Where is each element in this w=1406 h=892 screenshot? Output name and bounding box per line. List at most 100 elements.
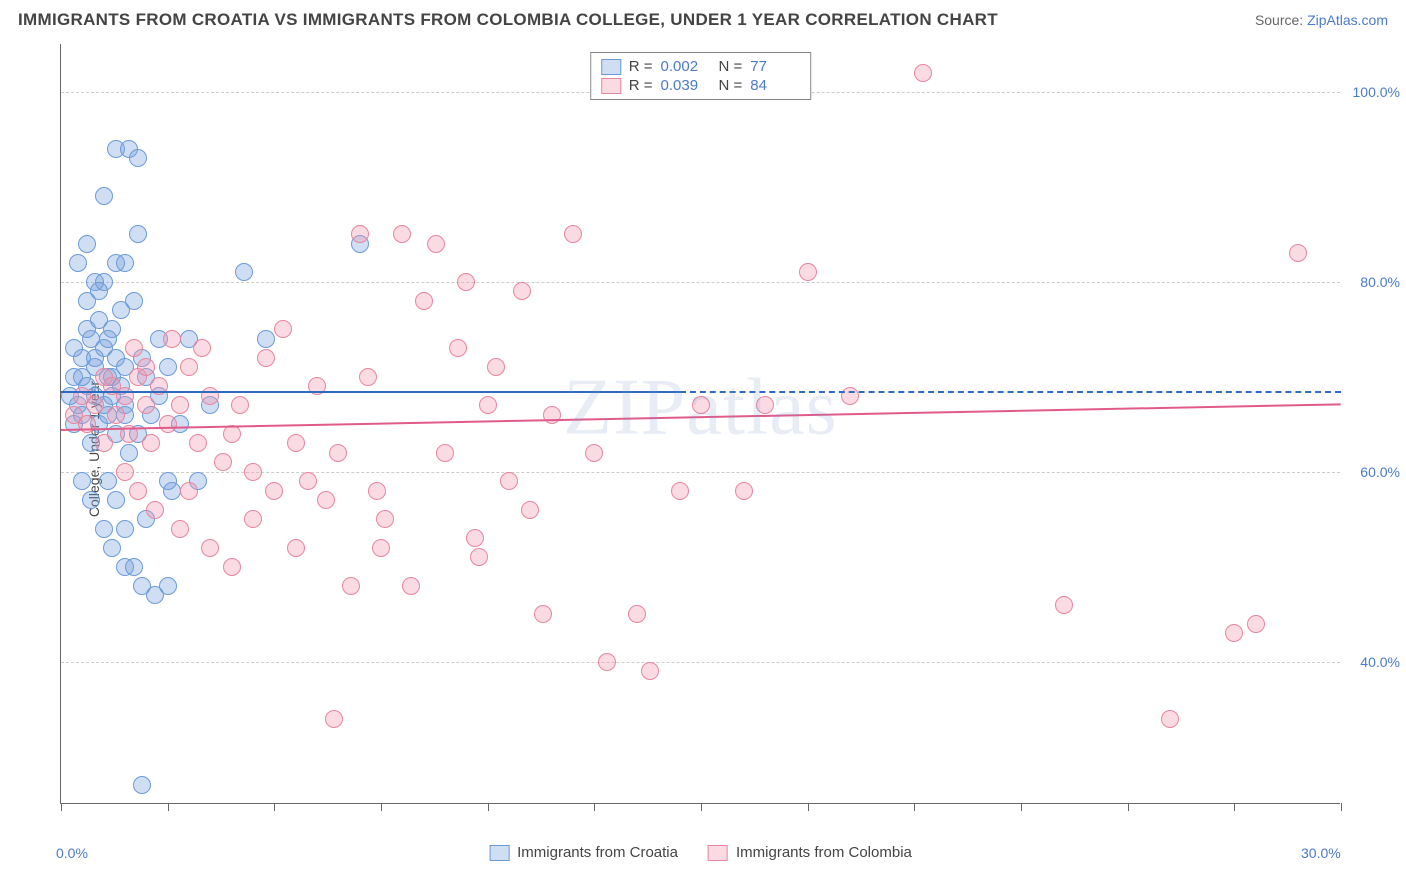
data-point	[159, 415, 177, 433]
data-point	[244, 510, 262, 528]
data-point	[598, 653, 616, 671]
source-link[interactable]: ZipAtlas.com	[1307, 12, 1388, 28]
x-tick	[914, 803, 915, 811]
data-point	[90, 282, 108, 300]
data-point	[95, 187, 113, 205]
x-tick-label: 0.0%	[56, 845, 88, 861]
data-point	[159, 577, 177, 595]
x-tick	[594, 803, 595, 811]
data-point	[470, 548, 488, 566]
data-point	[427, 235, 445, 253]
data-point	[78, 320, 96, 338]
x-tick	[168, 803, 169, 811]
data-point	[274, 320, 292, 338]
data-point	[129, 225, 147, 243]
data-point	[120, 444, 138, 462]
data-point	[487, 358, 505, 376]
data-point	[914, 64, 932, 82]
data-point	[325, 710, 343, 728]
data-point	[1161, 710, 1179, 728]
gridline	[61, 662, 1340, 663]
data-point	[171, 396, 189, 414]
data-point	[449, 339, 467, 357]
data-point	[513, 282, 531, 300]
data-point	[159, 472, 177, 490]
gridline	[61, 282, 1340, 283]
data-point	[342, 577, 360, 595]
data-point	[351, 225, 369, 243]
data-point	[466, 529, 484, 547]
data-point	[521, 501, 539, 519]
data-point	[193, 339, 211, 357]
data-point	[137, 396, 155, 414]
x-tick	[1234, 803, 1235, 811]
data-point	[116, 254, 134, 272]
data-point	[257, 330, 275, 348]
y-tick-label: 80.0%	[1360, 274, 1400, 290]
data-point	[180, 482, 198, 500]
x-tick	[488, 803, 489, 811]
data-point	[73, 368, 91, 386]
data-point	[1289, 244, 1307, 262]
data-point	[201, 387, 219, 405]
data-point	[479, 396, 497, 414]
data-point	[103, 539, 121, 557]
data-point	[86, 349, 104, 367]
data-point	[69, 254, 87, 272]
data-point	[201, 539, 219, 557]
data-point	[129, 149, 147, 167]
data-point	[180, 358, 198, 376]
legend-series-item: Immigrants from Croatia	[489, 844, 678, 861]
data-point	[402, 577, 420, 595]
data-point	[329, 444, 347, 462]
plot-area: ZIPatlas R = 0.002N = 77R = 0.039N = 84 …	[60, 44, 1340, 804]
stats-legend: R = 0.002N = 77R = 0.039N = 84	[590, 52, 812, 100]
data-point	[1247, 615, 1265, 633]
data-point	[142, 434, 160, 452]
legend-stats-row: R = 0.039N = 84	[601, 76, 801, 95]
y-tick-label: 100.0%	[1353, 84, 1400, 100]
x-tick	[274, 803, 275, 811]
data-point	[214, 453, 232, 471]
data-point	[99, 472, 117, 490]
data-point	[86, 396, 104, 414]
data-point	[393, 225, 411, 243]
x-tick-label: 30.0%	[1301, 845, 1341, 861]
x-tick	[1021, 803, 1022, 811]
x-tick	[1128, 803, 1129, 811]
data-point	[692, 396, 710, 414]
y-tick-label: 60.0%	[1360, 464, 1400, 480]
chart-title: IMMIGRANTS FROM CROATIA VS IMMIGRANTS FR…	[18, 10, 998, 30]
data-point	[146, 501, 164, 519]
data-point	[125, 558, 143, 576]
data-point	[129, 482, 147, 500]
data-point	[223, 558, 241, 576]
data-point	[671, 482, 689, 500]
data-point	[534, 605, 552, 623]
data-point	[265, 482, 283, 500]
data-point	[415, 292, 433, 310]
data-point	[163, 330, 181, 348]
data-point	[287, 539, 305, 557]
x-tick	[808, 803, 809, 811]
data-point	[368, 482, 386, 500]
scatter-chart: College, Under 1 year ZIPatlas R = 0.002…	[18, 36, 1388, 861]
trend-line	[680, 391, 1341, 393]
data-point	[95, 520, 113, 538]
data-point	[159, 358, 177, 376]
data-point	[78, 235, 96, 253]
legend-series-item: Immigrants from Colombia	[708, 844, 912, 861]
x-tick	[61, 803, 62, 811]
y-tick-label: 40.0%	[1360, 654, 1400, 670]
data-point	[376, 510, 394, 528]
data-point	[564, 225, 582, 243]
data-point	[95, 434, 113, 452]
data-point	[257, 349, 275, 367]
source-attribution: Source: ZipAtlas.com	[1255, 12, 1388, 28]
data-point	[287, 434, 305, 452]
x-tick	[381, 803, 382, 811]
data-point	[244, 463, 262, 481]
data-point	[1225, 624, 1243, 642]
data-point	[841, 387, 859, 405]
data-point	[799, 263, 817, 281]
